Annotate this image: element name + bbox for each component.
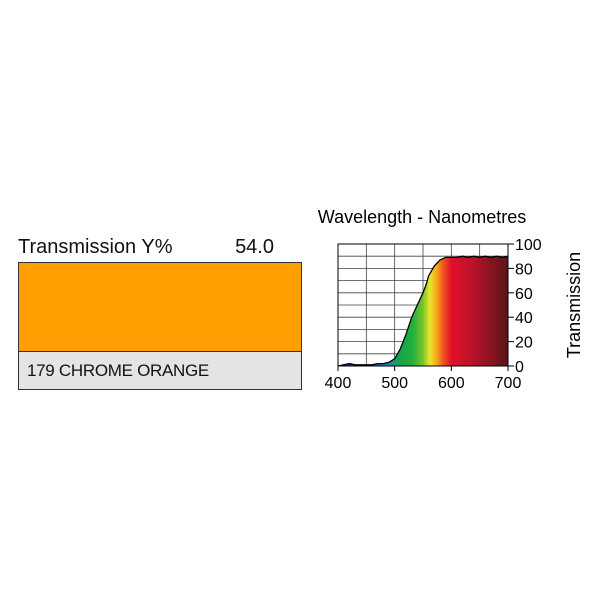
chart-title: Wavelength - Nanometres <box>318 207 526 227</box>
x-tick-label: 700 <box>495 375 522 392</box>
y-axis: 0 20 40 60 80 100 <box>508 237 542 376</box>
transmission-fill <box>338 256 508 366</box>
x-tick-label: 600 <box>438 375 465 392</box>
y-tick-label: 40 <box>515 310 533 327</box>
transmission-row: Transmission Y% 54.0 <box>18 236 304 262</box>
transmission-chart: Wavelength - Nanometres 400 500 600 700 0 20… <box>318 207 584 392</box>
transmission-label: Transmission Y% <box>18 236 173 258</box>
y-tick-label: 100 <box>515 237 542 254</box>
x-tick-label: 500 <box>381 375 408 392</box>
transmission-curve <box>338 255 508 366</box>
y-axis-label: Transmission <box>564 252 584 358</box>
y-tick-label: 60 <box>515 286 533 303</box>
transmission-value: 54.0 <box>235 236 274 258</box>
y-tick-label: 20 <box>515 335 533 352</box>
filter-name: 179 CHROME ORANGE <box>27 361 209 380</box>
x-tick-label: 400 <box>325 375 352 392</box>
y-tick-label: 0 <box>515 359 524 376</box>
plot-frame <box>337 243 509 367</box>
transmission-area <box>338 255 508 366</box>
x-axis: 400 500 600 700 <box>325 366 522 392</box>
y-tick-label: 80 <box>515 261 533 278</box>
color-swatch <box>18 262 302 352</box>
filter-name-bar: 179 CHROME ORANGE <box>18 352 302 390</box>
